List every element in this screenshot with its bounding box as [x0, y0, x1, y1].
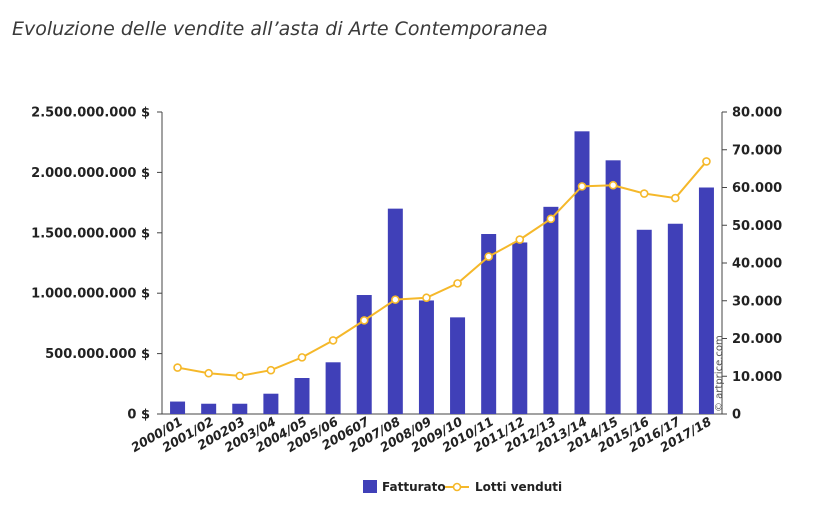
- y-right-tick-label: 70.000: [732, 143, 782, 158]
- bar-fatturato: [698, 187, 714, 414]
- bar-fatturato: [543, 206, 559, 414]
- bar-fatturato: [418, 300, 434, 414]
- point-lotti-venduti: [173, 363, 182, 372]
- bar-fatturato: [574, 131, 590, 414]
- bar-fatturato: [481, 234, 497, 414]
- line-lotti-venduti: [173, 157, 711, 381]
- bar-fatturato: [387, 208, 403, 414]
- legend: Fatturato Lotti venduti: [363, 480, 562, 494]
- bar-fatturato: [294, 378, 310, 414]
- point-lotti-venduti: [204, 368, 213, 378]
- y-right-tick-label: 30.000: [732, 294, 782, 309]
- y-left-tick-label: 2.000.000.000 $: [31, 166, 150, 181]
- bar-fatturato: [450, 317, 466, 414]
- bar-fatturato: [636, 229, 652, 414]
- point-lotti-venduti: [484, 252, 493, 261]
- point-lotti-venduti: [546, 214, 556, 224]
- point-lotti-venduti: [422, 293, 431, 303]
- bar-fatturato: [356, 295, 372, 414]
- y-right-tick-label: 20.000: [732, 332, 782, 347]
- y-right-tick-label: 80.000: [732, 106, 782, 121]
- point-lotti-venduti: [266, 365, 276, 375]
- point-lotti-venduti: [639, 189, 649, 198]
- bar-fatturato: [512, 242, 528, 414]
- bar-fatturato: [170, 401, 186, 414]
- y-left-tick-label: 2.500.000.000 $: [31, 106, 150, 121]
- point-lotti-venduti: [235, 371, 245, 381]
- point-lotti-venduti: [515, 235, 525, 244]
- legend-marker-lotti: [452, 482, 462, 492]
- y-right-ticks: 0 10.000 20.000 30.000 40.000 50.000 60.000 70.…: [722, 106, 782, 423]
- credit: © artprice.com: [714, 335, 725, 412]
- legend-label-lotti: Lotti venduti: [475, 480, 562, 494]
- y-right-tick-label: 50.000: [732, 219, 782, 234]
- bar-fatturato: [201, 403, 217, 414]
- point-lotti-venduti: [453, 279, 462, 288]
- x-ticks: 2000/012001/022002032003/042004/052005/0…: [128, 413, 714, 455]
- y-right-tick-label: 0: [732, 408, 741, 423]
- bar-fatturato: [325, 362, 341, 414]
- point-lotti-venduti: [671, 193, 680, 203]
- legend-swatch-fatturato: [363, 480, 377, 493]
- bars-fatturato: [170, 131, 714, 414]
- y-right-tick-label: 10.000: [732, 370, 782, 385]
- point-lotti-venduti: [391, 295, 400, 304]
- y-left-ticks: 0 $ 500.000.000 $ 1.000.000.000 $ 1.500.000…: [31, 106, 162, 423]
- point-lotti-venduti: [608, 180, 618, 190]
- point-lotti-venduti: [328, 336, 338, 345]
- point-lotti-venduti: [577, 182, 587, 191]
- point-lotti-venduti: [359, 316, 369, 325]
- y-left-tick-label: 1.500.000.000 $: [31, 226, 150, 241]
- chart-title: Evoluzione delle vendite all’asta di Art…: [12, 18, 548, 40]
- y-left-tick-label: 500.000.000 $: [45, 347, 150, 362]
- y-left-tick-label: 1.000.000.000 $: [31, 287, 150, 302]
- bar-fatturato: [263, 393, 279, 414]
- point-lotti-venduti: [702, 157, 711, 166]
- bar-fatturato: [232, 403, 248, 414]
- legend-label-fatturato: Fatturato: [382, 480, 446, 494]
- bar-fatturato: [605, 160, 621, 414]
- line-lotti-venduti-path: [177, 160, 708, 377]
- y-right-tick-label: 40.000: [732, 257, 782, 272]
- point-lotti-venduti: [297, 353, 307, 362]
- bar-fatturato: [667, 223, 683, 414]
- y-right-tick-label: 60.000: [732, 181, 782, 196]
- y-left-tick-label: 0 $: [127, 408, 150, 423]
